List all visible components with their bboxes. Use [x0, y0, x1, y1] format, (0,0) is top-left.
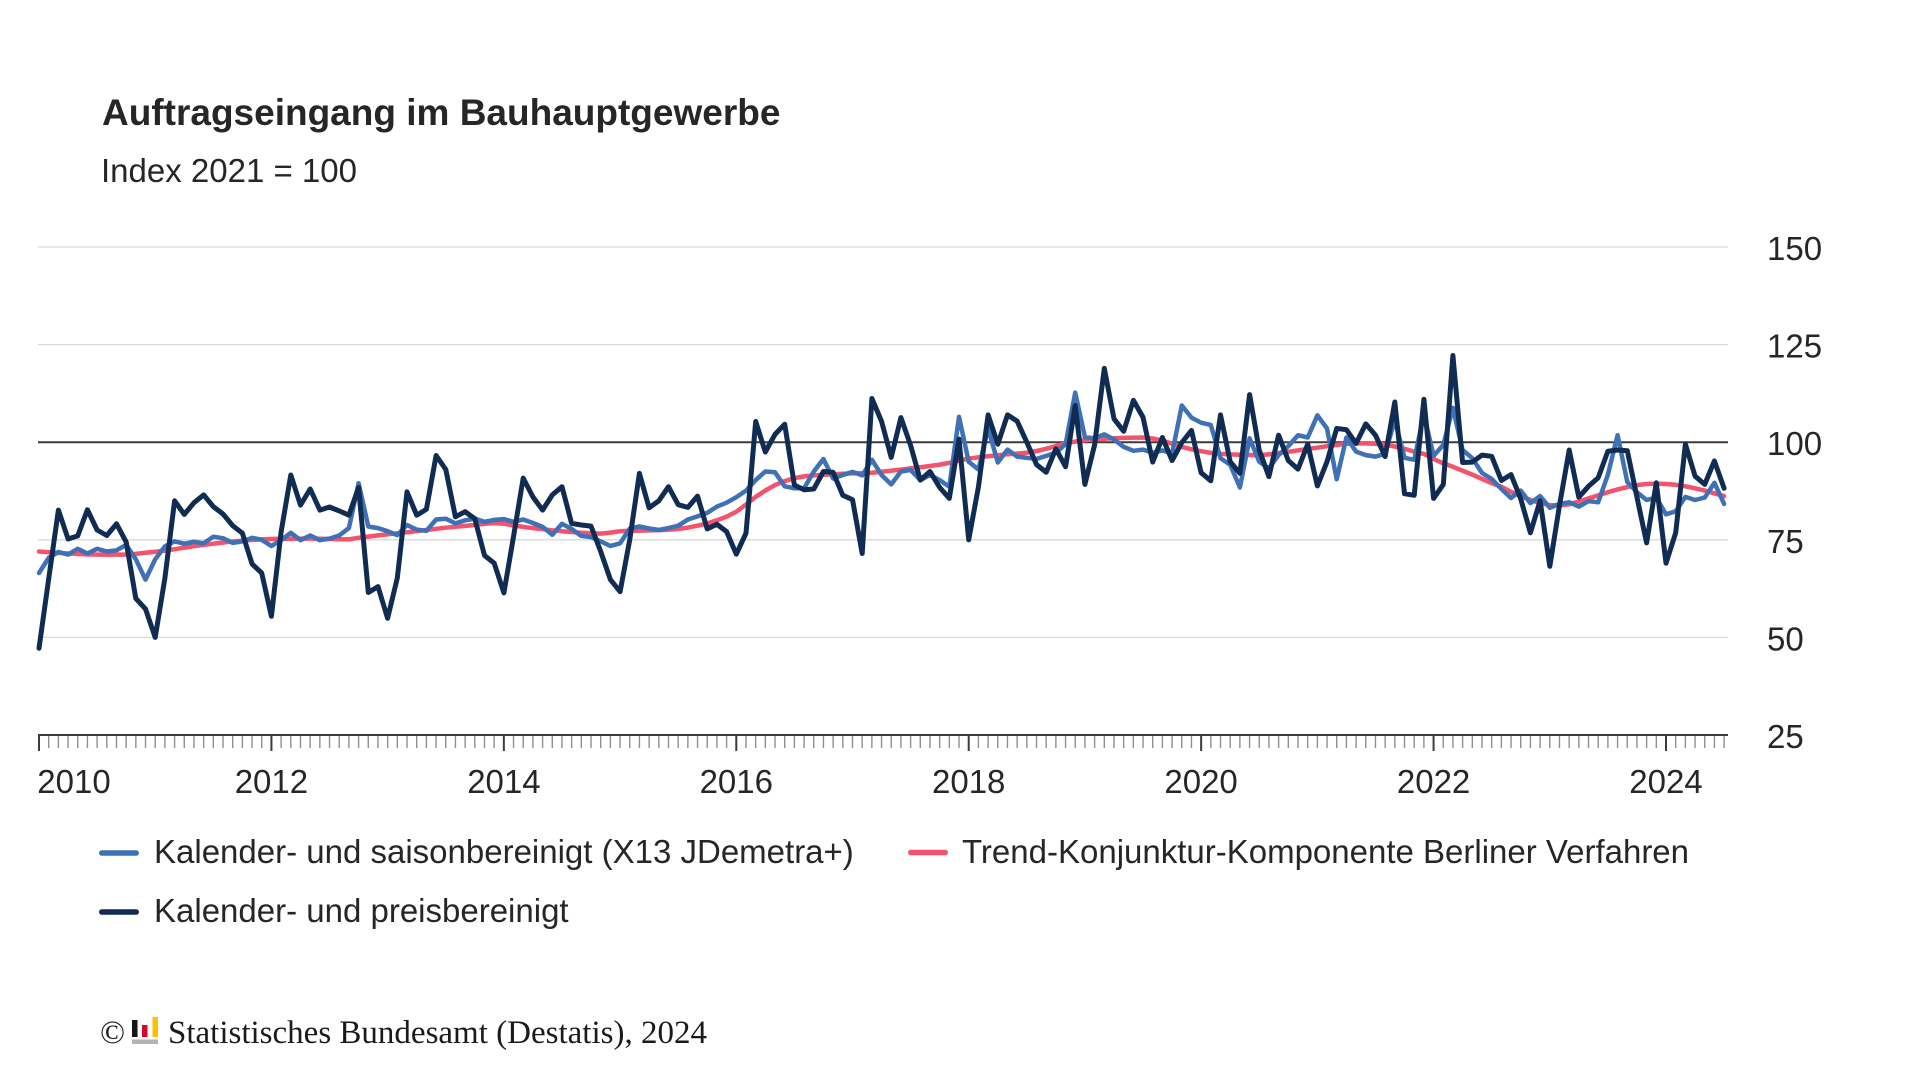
svg-text:2020: 2020	[1164, 763, 1237, 800]
svg-text:2018: 2018	[932, 763, 1005, 800]
svg-text:Statistisches Bundesamt (Desta: Statistisches Bundesamt (Destatis), 2024	[168, 1015, 707, 1051]
svg-text:2014: 2014	[467, 763, 540, 800]
svg-text:2016: 2016	[700, 763, 773, 800]
svg-text:25: 25	[1767, 718, 1804, 755]
svg-text:Kalender- und saisonbereinigt: Kalender- und saisonbereinigt (X13 JDeme…	[154, 833, 854, 870]
svg-text:125: 125	[1767, 328, 1822, 365]
svg-text:2012: 2012	[235, 763, 308, 800]
svg-text:50: 50	[1767, 620, 1804, 657]
svg-text:2024: 2024	[1629, 763, 1702, 800]
svg-text:2022: 2022	[1397, 763, 1470, 800]
svg-text:75: 75	[1767, 523, 1804, 560]
svg-text:Trend-Konjunktur-Komponente Be: Trend-Konjunktur-Komponente Berliner Ver…	[962, 833, 1689, 870]
svg-text:150: 150	[1767, 230, 1822, 267]
svg-text:2010: 2010	[37, 763, 110, 800]
svg-text:Kalender- und preisbereinigt: Kalender- und preisbereinigt	[154, 892, 569, 929]
svg-text:Index 2021 = 100: Index 2021 = 100	[101, 152, 357, 189]
svg-text:100: 100	[1767, 425, 1822, 462]
svg-text:©: ©	[100, 1015, 125, 1051]
svg-text:Auftragseingang im Bauhauptgew: Auftragseingang im Bauhauptgewerbe	[102, 92, 780, 133]
